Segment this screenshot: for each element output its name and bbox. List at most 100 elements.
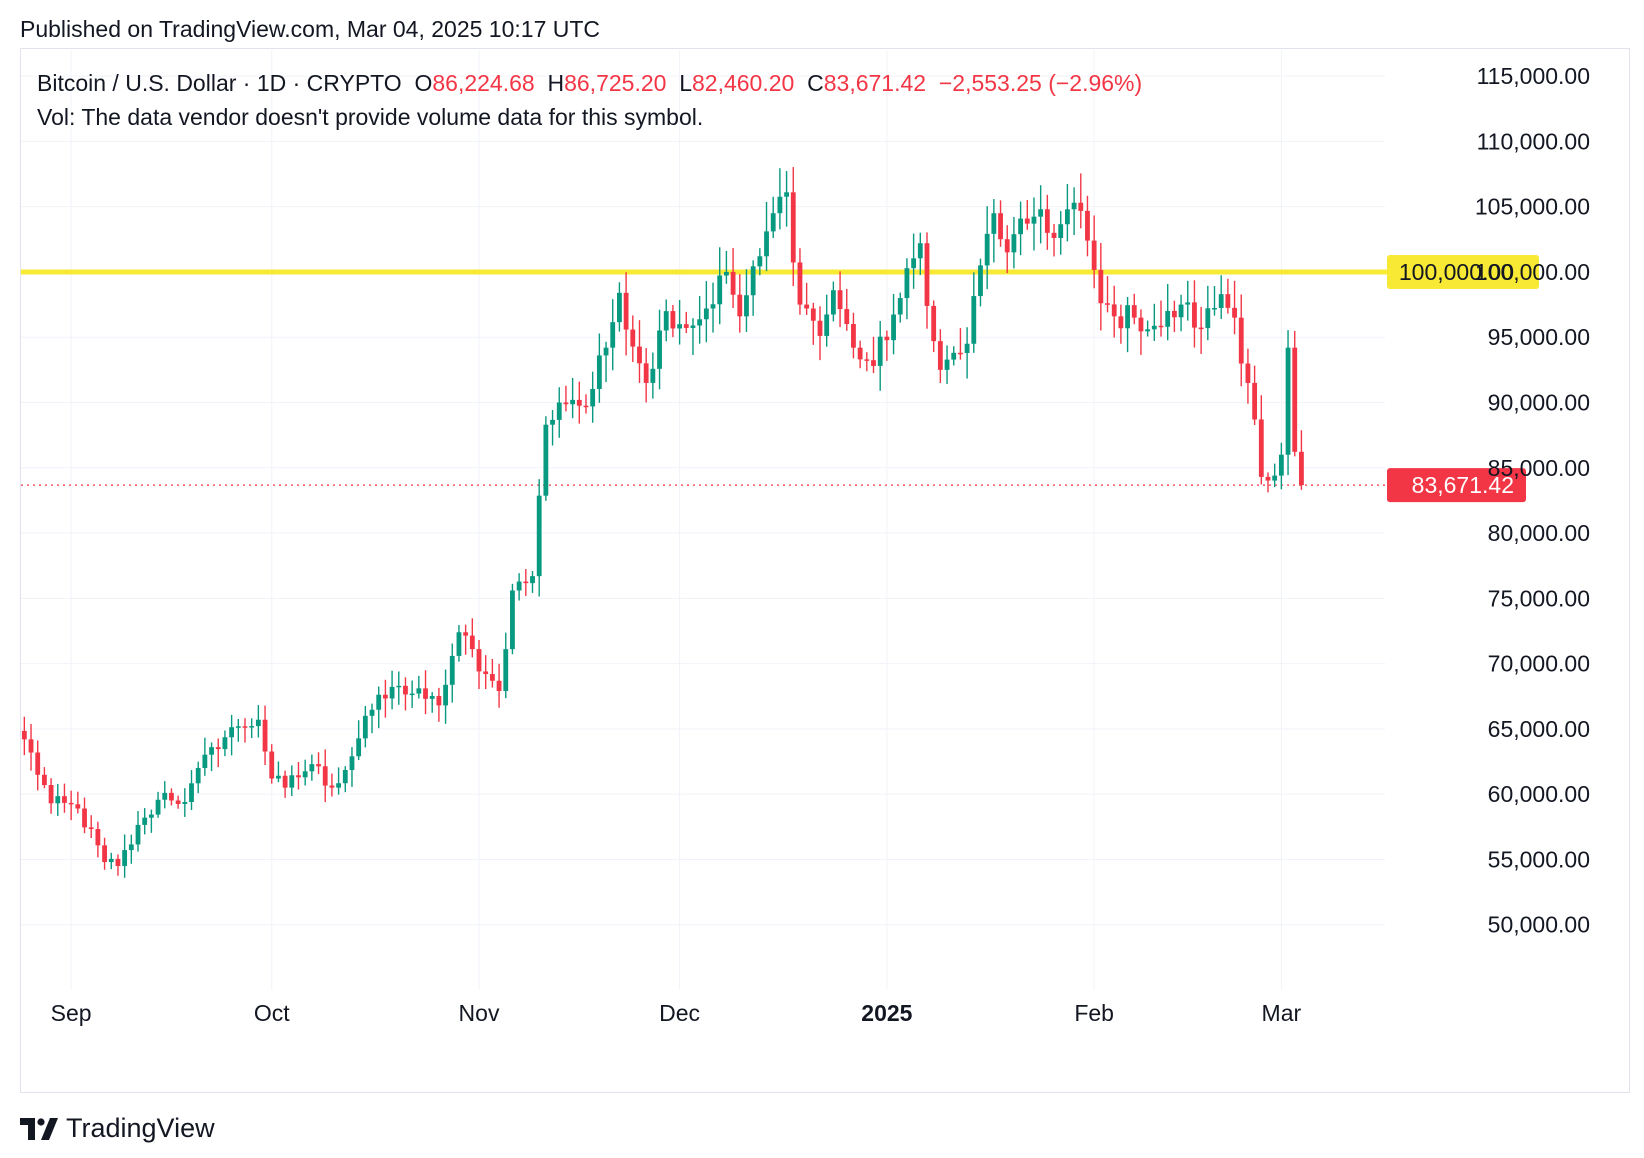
candle-body xyxy=(95,829,101,846)
candle-body xyxy=(409,693,415,696)
candle-body xyxy=(784,192,789,197)
candle-body xyxy=(543,424,549,496)
candle-body xyxy=(637,346,642,364)
candle-body xyxy=(1105,303,1110,305)
candle-body xyxy=(1131,305,1137,318)
candle-body xyxy=(810,308,816,321)
candle-body xyxy=(229,727,235,738)
candle-body xyxy=(1245,363,1251,383)
candle-body xyxy=(463,632,469,636)
last-price-tag[interactable] xyxy=(1387,468,1526,503)
candle-body xyxy=(356,738,362,757)
level-price-tag[interactable] xyxy=(1387,254,1539,289)
candle-body xyxy=(1225,294,1231,308)
y-tick-label: 80,000.00 xyxy=(1488,520,1590,546)
level-line-layer[interactable]: 100,000.00 83,671.42 xyxy=(21,254,1539,503)
candle-body xyxy=(1038,209,1044,217)
candle-body xyxy=(857,347,863,360)
candle-body xyxy=(222,737,228,750)
candle-body xyxy=(1205,308,1211,329)
y-tick-label: 100,000.00 xyxy=(1475,259,1590,285)
candle-body xyxy=(189,783,194,802)
candle-body xyxy=(770,213,776,232)
candle-body xyxy=(135,824,141,845)
candle-body xyxy=(1198,327,1204,330)
candle-body xyxy=(536,495,542,577)
candle-body xyxy=(276,775,281,779)
candle-body xyxy=(302,771,308,778)
change-value: −2,553.25 (−2.96%) xyxy=(938,70,1143,96)
candle-body xyxy=(777,196,783,214)
candle-body xyxy=(1091,240,1097,270)
candle-body xyxy=(844,309,850,325)
candle-body xyxy=(403,685,408,695)
y-tick-label: 55,000.00 xyxy=(1488,846,1590,872)
y-tick-label: 60,000.00 xyxy=(1488,781,1590,807)
candle-body xyxy=(978,265,983,297)
x-tick-label: Dec xyxy=(659,1000,700,1026)
candle-body xyxy=(28,739,34,753)
candle-body xyxy=(289,775,295,788)
last-price-label: 83,671.42 xyxy=(1412,472,1514,498)
candle-body xyxy=(242,726,248,728)
candle-body xyxy=(871,360,876,366)
candle-body xyxy=(530,576,535,584)
candle-body xyxy=(142,817,148,825)
candle-body xyxy=(824,314,830,336)
candle-body xyxy=(1192,302,1197,328)
candle-body xyxy=(550,419,555,425)
candle-body xyxy=(924,243,930,306)
candle-body xyxy=(744,295,749,317)
candle-body xyxy=(296,775,301,778)
candle-body xyxy=(516,581,522,591)
candle-body xyxy=(82,808,87,828)
candles xyxy=(21,167,1304,878)
chart-pane[interactable] xyxy=(20,48,1630,1093)
grid xyxy=(21,50,1385,990)
candle-body xyxy=(202,754,208,769)
candle-body xyxy=(175,800,181,804)
candle-body xyxy=(643,363,649,383)
candle-body xyxy=(864,359,870,361)
candle-body xyxy=(884,336,890,341)
candle-body xyxy=(797,262,803,305)
candle-body xyxy=(904,268,910,299)
candle-body xyxy=(1278,454,1284,476)
candle-body xyxy=(322,766,328,786)
candle-body xyxy=(1031,216,1037,224)
open-label: O xyxy=(414,70,433,96)
candle-body xyxy=(1212,308,1217,310)
candle-body xyxy=(102,845,107,863)
candle-body xyxy=(75,804,81,809)
candle-body xyxy=(723,271,729,276)
candle-body xyxy=(1098,269,1104,304)
candle-body xyxy=(697,319,703,326)
candle-body xyxy=(41,774,47,786)
candle-body xyxy=(683,324,689,328)
candle-body xyxy=(316,764,321,767)
low-value: 82,460.20 xyxy=(692,70,795,96)
candle-body xyxy=(897,298,903,315)
y-tick-label: 65,000.00 xyxy=(1488,716,1590,742)
low-label: L xyxy=(679,70,692,96)
footer-brand[interactable]: TradingView xyxy=(20,1113,215,1144)
candle-body xyxy=(369,709,375,716)
candle-body xyxy=(1265,476,1271,481)
candle-body xyxy=(342,769,348,784)
candle-body xyxy=(309,764,315,772)
candle-body xyxy=(55,796,61,804)
candle-body xyxy=(128,844,134,851)
candle-body xyxy=(964,343,970,354)
candle-body xyxy=(570,399,576,405)
candle-body xyxy=(650,368,656,383)
candle-body xyxy=(998,213,1003,240)
candle-body xyxy=(1292,347,1298,452)
candle-body xyxy=(1138,317,1144,332)
candle-body xyxy=(1165,310,1171,327)
candle-body xyxy=(1232,307,1237,318)
candle-body xyxy=(209,747,214,755)
candle-body xyxy=(1171,310,1177,318)
candle-body xyxy=(48,785,54,804)
candle-body xyxy=(249,726,255,728)
